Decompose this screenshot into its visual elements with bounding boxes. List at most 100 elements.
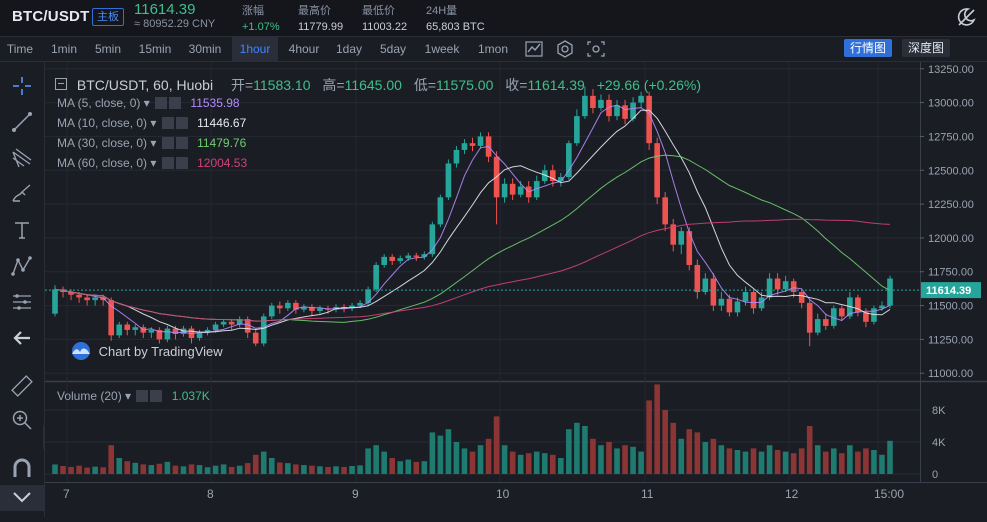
chart-area[interactable]: 13250.00 13000.00 12750.00 12500.00 12250.00… (45, 62, 987, 517)
ma-label[interactable]: MA (30, close, 0) (57, 136, 148, 150)
ma-settings-icon[interactable] (161, 157, 174, 169)
magnet-icon[interactable] (10, 456, 34, 480)
ma-remove-icon[interactable] (175, 117, 188, 129)
candle-up (212, 324, 219, 330)
candle-up (830, 308, 837, 326)
candle-up (501, 183, 508, 198)
night-mode-icon[interactable] (955, 6, 977, 28)
candle-down (172, 328, 179, 334)
price-axis-label: 11000.00 (928, 368, 973, 380)
pattern-icon[interactable] (10, 254, 34, 278)
candle-up (814, 319, 821, 333)
volume-bar (437, 435, 444, 474)
pair-name[interactable]: BTC/USDT (12, 8, 90, 25)
volume-axis-label: 4K (932, 437, 946, 449)
chevron-down-icon (13, 492, 31, 503)
volume-bar (164, 461, 171, 474)
collapse-legend-icon[interactable] (55, 78, 67, 90)
ma-line-60 (54, 218, 891, 322)
timeframe-15min[interactable]: 15min (138, 42, 172, 56)
timeframe-1mon[interactable]: 1mon (477, 42, 509, 56)
volume-bar (638, 451, 644, 474)
screenshot-icon[interactable] (586, 40, 606, 58)
trend-line-icon[interactable] (10, 110, 34, 134)
price-chart[interactable]: 13250.00 13000.00 12750.00 12500.00 12250.00… (45, 62, 987, 517)
ma-settings-icon[interactable] (161, 117, 174, 129)
candle-up (758, 297, 765, 309)
pitchfork-icon[interactable] (10, 146, 34, 170)
volume-bar (654, 384, 660, 474)
candle-down (84, 297, 90, 301)
stat-high: 最高价 11779.99 (298, 2, 343, 33)
candle-up (614, 105, 620, 117)
brush-icon[interactable] (10, 182, 34, 206)
stat-label: 最低价 (362, 5, 395, 17)
time-axis-label: 9 (352, 487, 359, 501)
candle-up (365, 289, 371, 303)
stat-label: 24H量 (426, 5, 458, 17)
price-axis-label: 11750.00 (928, 267, 973, 279)
stat-label: 最高价 (298, 5, 331, 17)
candle-up (477, 136, 484, 146)
volume-bar (397, 461, 404, 474)
candle-up (871, 308, 877, 322)
candle-up (887, 278, 893, 306)
ma-label[interactable]: MA (10, close, 0) (57, 116, 148, 130)
candle-up (116, 324, 123, 336)
volume-bar (252, 454, 259, 474)
indicators-icon[interactable] (524, 40, 544, 58)
tab-chart-view[interactable]: 行情图 (844, 39, 893, 57)
volume-bar (887, 440, 893, 474)
timeframe-5day[interactable]: 5day (379, 42, 407, 56)
ohlc-close: 11614.39 (527, 77, 585, 93)
candle-up (517, 186, 524, 195)
candle-up (373, 264, 379, 290)
ma-label[interactable]: MA (60, close, 0) (57, 156, 148, 170)
ma-settings-icon[interactable] (155, 97, 168, 109)
volume-bar (541, 453, 548, 474)
zoom-in-icon[interactable] (10, 408, 34, 432)
volume-bar (453, 442, 460, 474)
prediction-icon[interactable] (10, 290, 34, 314)
ma-remove-icon[interactable] (169, 97, 182, 109)
ma-legend-10: MA (10, close, 0) ▾ 11446.67 (57, 116, 247, 130)
volume-bar (830, 448, 837, 474)
tab-depth-view[interactable]: 深度图 (902, 39, 951, 57)
ohlc-high: 11645.00 (344, 77, 402, 93)
ma-settings-icon[interactable] (161, 137, 174, 149)
settings-gear-icon[interactable] (555, 40, 575, 58)
timeframe-4hour[interactable]: 4hour (288, 42, 320, 56)
timeframe-5min[interactable]: 5min (94, 42, 121, 56)
ruler-icon[interactable] (10, 374, 34, 398)
back-arrow-icon[interactable] (10, 326, 34, 350)
volume-remove-icon[interactable] (150, 390, 163, 402)
ma-remove-icon[interactable] (175, 137, 188, 149)
timeframe-1day[interactable]: 1day (335, 42, 363, 56)
price-axis-label: 12000.00 (928, 233, 974, 245)
timeframe-1week[interactable]: 1week (424, 42, 460, 56)
candle-down (252, 332, 259, 344)
timeframe-1hour[interactable]: 1hour (232, 37, 278, 61)
timeframe-time[interactable]: Time (6, 42, 34, 56)
volume-bar (260, 451, 267, 474)
expand-toolbar-button[interactable] (0, 485, 44, 511)
candle-down (124, 324, 131, 330)
crosshair-icon[interactable] (10, 74, 34, 98)
ma-label[interactable]: MA (5, close, 0) (57, 96, 141, 110)
volume-bar (357, 465, 363, 474)
candle-up (734, 301, 741, 313)
text-tool-icon[interactable] (10, 218, 34, 242)
volume-axis-label: 0 (932, 469, 938, 481)
volume-bar (726, 448, 733, 474)
last-price: 11614.39 (134, 1, 196, 18)
volume-label[interactable]: Volume (20) (57, 389, 122, 403)
timeframe-30min[interactable]: 30min (188, 42, 222, 56)
volume-bar (774, 450, 781, 474)
ma-remove-icon[interactable] (175, 157, 188, 169)
volume-bar (822, 451, 829, 474)
volume-settings-icon[interactable] (136, 390, 149, 402)
volume-bar (365, 448, 371, 474)
candle-up (598, 99, 604, 109)
timeframe-1min[interactable]: 1min (50, 42, 77, 56)
ohlc-close-label: 收= (505, 77, 528, 93)
